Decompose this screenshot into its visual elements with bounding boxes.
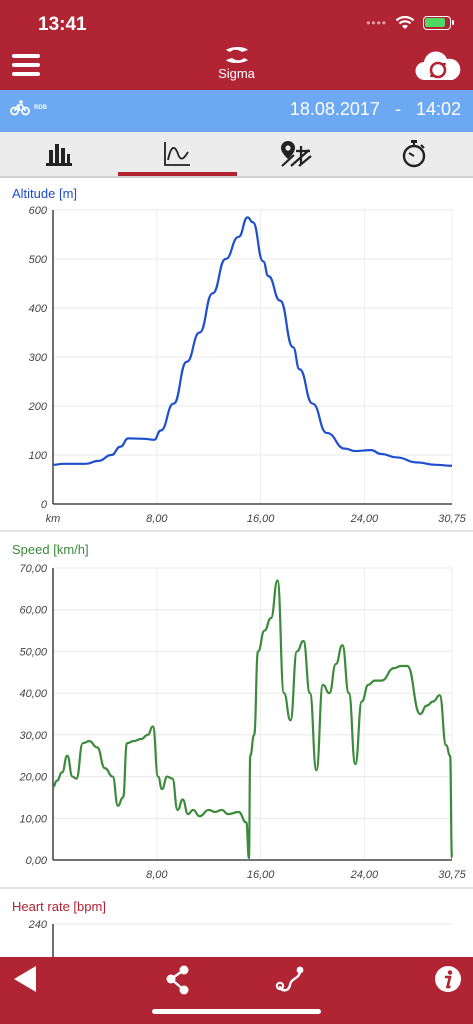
speed-y-tick-label: 20,00: [18, 772, 47, 784]
menu-bar: [12, 54, 40, 58]
app-logo: Sigma: [0, 46, 473, 81]
speed-y-tick-label: 10,00: [19, 813, 47, 825]
altitude-y-tick-label: 600: [29, 205, 48, 217]
heart-rate-chart-title: Heart rate [bpm]: [12, 899, 106, 914]
battery-icon: [423, 16, 454, 30]
altitude-y-tick-label: 500: [29, 254, 48, 266]
activity-datetime: 18.08.2017 - 14:02: [290, 99, 461, 120]
speed-series-line: [52, 579, 454, 860]
altitude-x-tick-label: 30,75: [438, 513, 466, 525]
datetime-separator: -: [394, 99, 401, 119]
altitude-chart-title: Altitude [m]: [12, 186, 78, 201]
battery-level: [425, 18, 445, 27]
route-icon: [275, 966, 304, 992]
stopwatch-icon: [402, 140, 426, 168]
back-button[interactable]: [12, 965, 38, 998]
activity-time: 14:02: [415, 99, 461, 119]
tab-map[interactable]: [237, 132, 355, 176]
view-tabs: [0, 132, 473, 176]
speed-x-tick-label: 16,00: [247, 869, 275, 881]
activity-date: 18.08.2017: [289, 99, 380, 119]
speed-x-tick-label: 30,75: [438, 869, 466, 881]
share-button[interactable]: [165, 965, 191, 1000]
speed-y-tick-label: 30,00: [19, 730, 47, 742]
cellular-signal-icon: ••••: [366, 16, 387, 30]
altitude-x-tick-label: 16,00: [247, 513, 275, 525]
cloud-sync-button[interactable]: [415, 50, 461, 87]
speed-chart: Speed [km/h] 0,00 10,00 20,00 30,00 40,00 50,…: [0, 532, 473, 887]
activity-label: RDB: [34, 105, 47, 111]
sigma-logo-icon: [225, 47, 248, 63]
altitude-y-tick-label: 300: [29, 352, 48, 364]
tab-charts[interactable]: [118, 132, 237, 176]
bar-chart-icon: [46, 144, 73, 166]
tab-laps[interactable]: [355, 132, 473, 176]
altitude-x-tick-label: 8,00: [146, 513, 168, 525]
tabs-divider: [0, 176, 473, 178]
activity-type: RDB: [10, 100, 47, 116]
activity-info-bar: RDB 18.08.2017 - 14:02: [0, 90, 473, 132]
altitude-x-axis-label: km: [46, 513, 61, 525]
speed-chart-title: Speed [km/h]: [12, 542, 89, 557]
speed-chart-plot: 0,00 10,00 20,00 30,00 40,00 50,00 60,00 70,00 8…: [18, 563, 466, 881]
cloud-sync-icon: [415, 51, 461, 81]
speed-x-tick-label: 24,00: [350, 869, 379, 881]
speed-x-tick-label: 8,00: [146, 869, 168, 881]
chart-divider: [0, 530, 473, 532]
chart-divider: [0, 887, 473, 889]
app-header: 13:41 •••• Sigma: [0, 0, 473, 90]
line-chart-icon: [164, 142, 191, 166]
heart-rate-y-tick-label: 240: [28, 919, 48, 931]
menu-bar: [12, 63, 40, 67]
status-icons: ••••: [366, 16, 454, 30]
heart-rate-chart: Heart rate [bpm] 240: [0, 889, 473, 957]
altitude-y-tick-label: 400: [29, 303, 48, 315]
speed-y-tick-label: 40,00: [19, 688, 47, 700]
heart-rate-chart-plot: 240: [28, 919, 452, 957]
altitude-y-tick-label: 200: [28, 401, 48, 413]
status-time: 13:41: [38, 14, 87, 35]
altitude-y-tick-label: 100: [29, 450, 48, 462]
info-icon: [435, 966, 461, 992]
speed-y-tick-label: 50,00: [19, 646, 47, 658]
app-title: Sigma: [218, 66, 255, 81]
altitude-y-tick-label: 0: [41, 499, 48, 511]
altitude-chart-plot: 0 100 200 300 400 500 600 8,00 16,00 24,00 30,75 km: [28, 205, 467, 525]
back-arrow-icon: [14, 966, 36, 992]
route-button[interactable]: [275, 965, 305, 1000]
speed-y-tick-label: 70,00: [19, 563, 47, 575]
map-route-icon: [280, 141, 312, 167]
tab-summary[interactable]: [0, 132, 118, 176]
altitude-chart: Altitude [m] 0 100 200 300 400 500 600 8,00 16,0…: [0, 178, 473, 530]
home-indicator: [152, 1009, 321, 1014]
altitude-series-line: [52, 216, 453, 467]
menu-button[interactable]: [12, 54, 40, 76]
speed-y-tick-label: 0,00: [26, 855, 48, 867]
menu-bar: [12, 72, 40, 76]
wifi-icon: [395, 16, 415, 29]
altitude-x-tick-label: 24,00: [350, 513, 379, 525]
speed-y-tick-label: 60,00: [19, 605, 47, 617]
info-button[interactable]: [434, 965, 462, 998]
bicycle-icon: [10, 100, 30, 116]
share-icon: [166, 965, 189, 995]
